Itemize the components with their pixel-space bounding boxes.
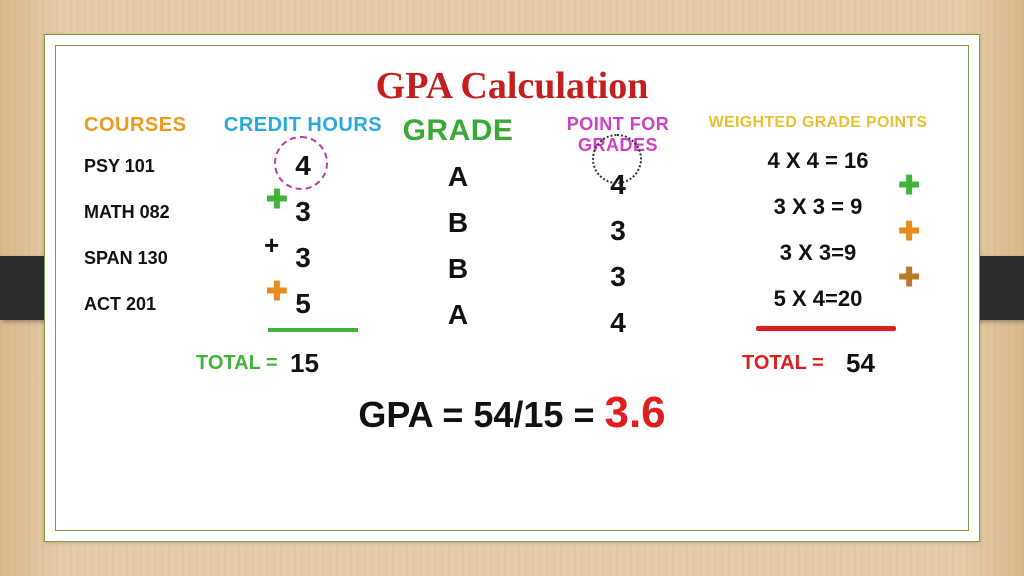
column-points: POINT FOR GRADES 4 3 3 4 [528,114,708,346]
points-cell: 3 [528,208,708,254]
points-cell: 3 [528,254,708,300]
slide-frame-outer: GPA Calculation COURSES PSY 101 MATH 082… [44,34,980,542]
weighted-cell: 4 X 4 = 16 [708,138,928,184]
course-cell: SPAN 130 [84,235,218,281]
grade-cell: B [388,246,528,292]
column-grade: GRADE A B B A [388,114,528,346]
header-credit: CREDIT HOURS [218,114,388,137]
course-cell: ACT 201 [84,281,218,327]
grade-cell: B [388,200,528,246]
credit-cell: 3 [218,189,388,235]
gpa-table: COURSES PSY 101 MATH 082 SPAN 130 ACT 20… [78,114,946,346]
column-courses: COURSES PSY 101 MATH 082 SPAN 130 ACT 20… [78,114,218,346]
weighted-cell: 5 X 4=20 [708,276,928,322]
gpa-prefix: GPA = 54/15 = [358,394,604,435]
total-label-weighted: TOTAL = [742,352,824,375]
weighted-cell: 3 X 3=9 [708,230,928,276]
column-weighted: WEIGHTED GRADE POINTS 4 X 4 = 16 ✚ 3 X 3… [708,114,928,346]
total-label-credit: TOTAL = [196,352,278,375]
plus-icon: ✚ [266,278,288,304]
highlight-circle-points [592,134,642,184]
highlight-circle-credit [274,136,328,190]
sum-underline-credit [268,328,358,332]
total-value-credit: 15 [290,348,319,379]
gpa-result: 3.6 [604,388,665,437]
plus-icon: ✚ [898,264,920,290]
page-title: GPA Calculation [78,64,946,108]
header-weighted: WEIGHTED GRADE POINTS [708,114,928,132]
header-courses: COURSES [84,114,218,137]
slide-frame-inner: GPA Calculation COURSES PSY 101 MATH 082… [55,45,969,531]
total-value-weighted: 54 [846,348,875,379]
weighted-cell: 3 X 3 = 9 [708,184,928,230]
course-cell: MATH 082 [84,189,218,235]
plus-icon: ✚ [898,172,920,198]
header-grade: GRADE [388,114,528,148]
column-credit-hours: CREDIT HOURS 4 ✚ 3 + 3 ✚ 5 [218,114,388,346]
credit-cell: 3 [218,235,388,281]
credit-cell: 5 [218,281,388,327]
plus-icon: ✚ [898,218,920,244]
grade-cell: A [388,154,528,200]
sum-underline-weighted [756,326,896,331]
points-cell: 4 [528,300,708,346]
grade-cell: A [388,292,528,338]
gpa-equation: GPA = 54/15 = 3.6 [78,388,946,438]
plus-icon: ✚ [266,186,288,212]
plus-icon: + [264,232,279,258]
totals-row: TOTAL = 15 TOTAL = 54 [78,346,946,386]
course-cell: PSY 101 [84,143,218,189]
